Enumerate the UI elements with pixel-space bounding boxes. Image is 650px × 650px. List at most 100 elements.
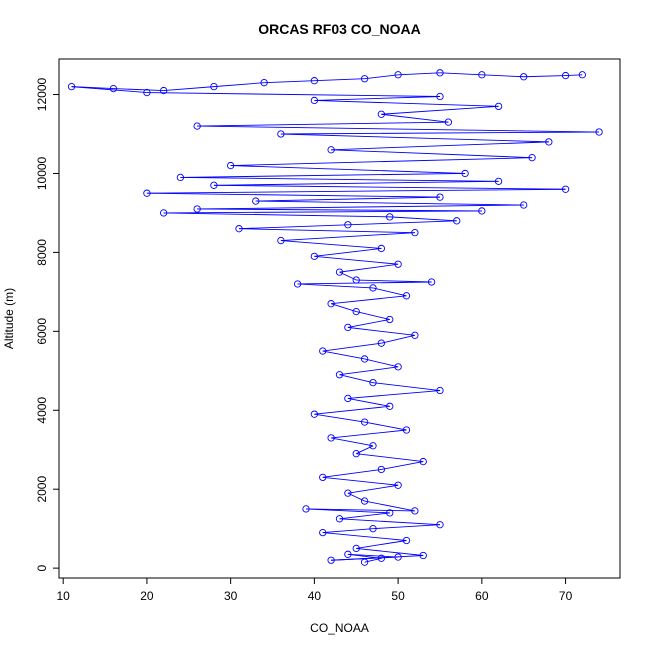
series-line-segment bbox=[71, 86, 114, 90]
series-line-segment bbox=[364, 358, 399, 368]
series-line-segment bbox=[331, 437, 374, 447]
y-tick-label: 10000 bbox=[35, 156, 49, 190]
y-tick-label: 2000 bbox=[35, 476, 49, 503]
series-line-segment bbox=[347, 220, 457, 226]
data-point bbox=[520, 73, 528, 81]
data-point bbox=[210, 82, 218, 91]
series-line-segment bbox=[381, 105, 499, 115]
series-line-segment bbox=[364, 500, 415, 512]
series-line-segment bbox=[330, 303, 357, 313]
data-point bbox=[344, 394, 352, 403]
series-line-segment bbox=[347, 553, 399, 558]
data-point bbox=[235, 225, 243, 233]
data-point bbox=[310, 252, 319, 260]
data-point bbox=[369, 442, 377, 450]
x-axis-label: CO_NOAA bbox=[310, 621, 369, 635]
series-line-segment bbox=[331, 141, 549, 151]
data-point bbox=[520, 201, 528, 209]
chart-title: ORCAS RF03 CO_NOAA bbox=[258, 21, 421, 37]
data-point bbox=[160, 86, 168, 95]
series-line-segment bbox=[356, 311, 390, 320]
data-point bbox=[494, 177, 503, 185]
data-point bbox=[193, 122, 201, 130]
x-tick-label: 40 bbox=[308, 589, 322, 603]
series-line-segment bbox=[255, 200, 524, 206]
data-point bbox=[453, 217, 461, 225]
y-tick-label: 12000 bbox=[35, 78, 49, 112]
series-line-segment bbox=[163, 210, 482, 214]
data-point bbox=[160, 209, 168, 217]
data-point bbox=[419, 551, 427, 560]
series-line-segment bbox=[339, 374, 374, 384]
data-point bbox=[461, 169, 469, 178]
data-point bbox=[344, 323, 352, 332]
series-line-segment bbox=[322, 532, 407, 541]
data-point bbox=[386, 315, 394, 324]
series-line-segment bbox=[113, 88, 164, 92]
series-line-segment bbox=[389, 216, 457, 222]
y-axis: 0 2000 4000 6000 8000 10000 12000 bbox=[35, 78, 59, 571]
series-line-segment bbox=[197, 208, 482, 212]
series-line-segment bbox=[280, 131, 600, 135]
series-line-segment bbox=[280, 232, 415, 242]
series-line-segment bbox=[356, 453, 424, 463]
series-line-segment bbox=[280, 133, 549, 143]
y-tick-label: 0 bbox=[35, 564, 49, 571]
data-point bbox=[327, 300, 335, 308]
data-point bbox=[394, 481, 402, 489]
series-line-segment bbox=[347, 326, 415, 336]
series-line-segment bbox=[314, 99, 499, 107]
series-line-segment bbox=[230, 157, 533, 167]
series-line-segment bbox=[322, 528, 374, 534]
series-line-segment bbox=[381, 113, 449, 123]
data-point bbox=[377, 554, 386, 562]
data-point bbox=[377, 110, 386, 118]
data-point bbox=[595, 128, 603, 136]
series-line-segment bbox=[565, 74, 583, 77]
series-line-segment bbox=[347, 319, 390, 328]
series-layer bbox=[67, 69, 603, 566]
series-line-segment bbox=[331, 295, 407, 305]
data-point bbox=[327, 556, 335, 564]
series-line-segment bbox=[356, 547, 424, 556]
series-line-segment bbox=[331, 429, 407, 439]
y-tick-label: 8000 bbox=[35, 239, 49, 266]
data-point bbox=[528, 154, 536, 162]
series-line-segment bbox=[280, 240, 382, 249]
data-point bbox=[327, 146, 335, 154]
data-point bbox=[386, 213, 394, 221]
data-point bbox=[411, 331, 419, 339]
x-tick-label: 30 bbox=[224, 589, 238, 603]
data-point bbox=[277, 130, 285, 138]
data-point bbox=[386, 509, 394, 517]
data-point bbox=[402, 536, 411, 545]
data-point bbox=[394, 260, 402, 268]
series-line-segment bbox=[331, 555, 424, 561]
data-point bbox=[369, 525, 377, 533]
series-line-segment bbox=[339, 366, 399, 376]
series-line-segment bbox=[180, 176, 499, 182]
series-line-segment bbox=[213, 82, 265, 88]
series-line-segment bbox=[239, 224, 348, 230]
series-line-segment bbox=[339, 263, 399, 273]
data-point bbox=[360, 75, 369, 83]
series-line-segment bbox=[339, 512, 390, 520]
series-line-segment bbox=[339, 518, 441, 526]
data-point bbox=[444, 118, 453, 126]
data-point bbox=[419, 457, 427, 466]
data-point bbox=[427, 278, 436, 286]
series-line-segment bbox=[297, 283, 374, 289]
series-line-segment bbox=[146, 192, 440, 198]
data-point bbox=[335, 268, 344, 276]
series-line-segment bbox=[364, 74, 399, 80]
data-point bbox=[411, 229, 419, 237]
data-point bbox=[352, 307, 360, 316]
data-point bbox=[360, 497, 369, 505]
series-line-segment bbox=[322, 350, 365, 360]
data-point bbox=[386, 402, 394, 410]
data-point bbox=[478, 207, 486, 215]
series-line-segment bbox=[372, 382, 441, 391]
data-point bbox=[226, 161, 235, 170]
data-point bbox=[360, 558, 369, 566]
data-point bbox=[327, 434, 335, 442]
